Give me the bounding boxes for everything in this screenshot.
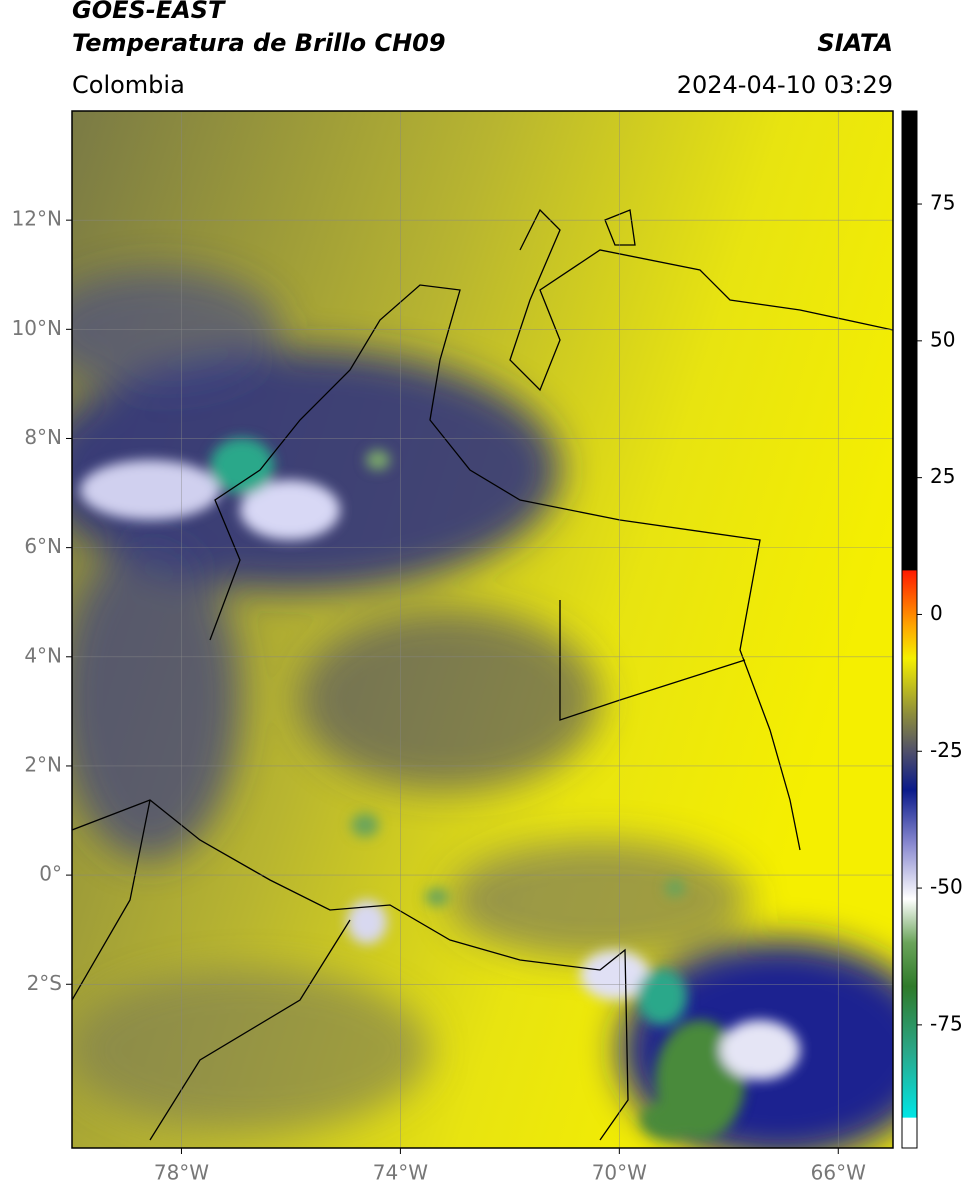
lat-tick-label: 6°N [24,534,62,558]
colorbar-tick-label: -75 [930,1011,963,1035]
colorbar-tick-label: 0 [930,601,943,625]
lat-tick-label: 0° [39,862,62,886]
lat-tick-label: 8°N [24,425,62,449]
colorbar-tick-label: 75 [930,191,955,215]
lat-tick-label: 10°N [12,316,62,340]
organization: SIATA [817,29,893,57]
subtitle: Temperatura de Brillo CH09 [72,29,446,57]
colorbar-tick-label: 50 [930,327,955,351]
storm-cells [80,438,800,1140]
colorbar-tick-label: -25 [930,738,963,762]
colorbar [901,110,918,1149]
region: Colombia [72,71,185,99]
timestamp: 2024-04-10 03:29 [676,71,893,99]
lon-tick-label: 66°W [811,1161,866,1185]
lat-tick-label: 4°N [24,643,62,667]
colorbar-tick-label: 25 [930,464,955,488]
lat-tick-label: 2°N [24,752,62,776]
lon-tick-label: 78°W [154,1161,209,1185]
lat-tick-label: 2°S [27,971,62,995]
lat-tick-label: 12°N [12,207,62,231]
colorbar-tick-label: -50 [930,875,963,899]
lon-tick-label: 70°W [592,1161,647,1185]
map-frame [71,110,894,1149]
lon-tick-label: 74°W [373,1161,428,1185]
borders [72,208,893,1141]
satellite-imagery [72,111,893,1148]
title: GOES-EAST [72,0,225,24]
